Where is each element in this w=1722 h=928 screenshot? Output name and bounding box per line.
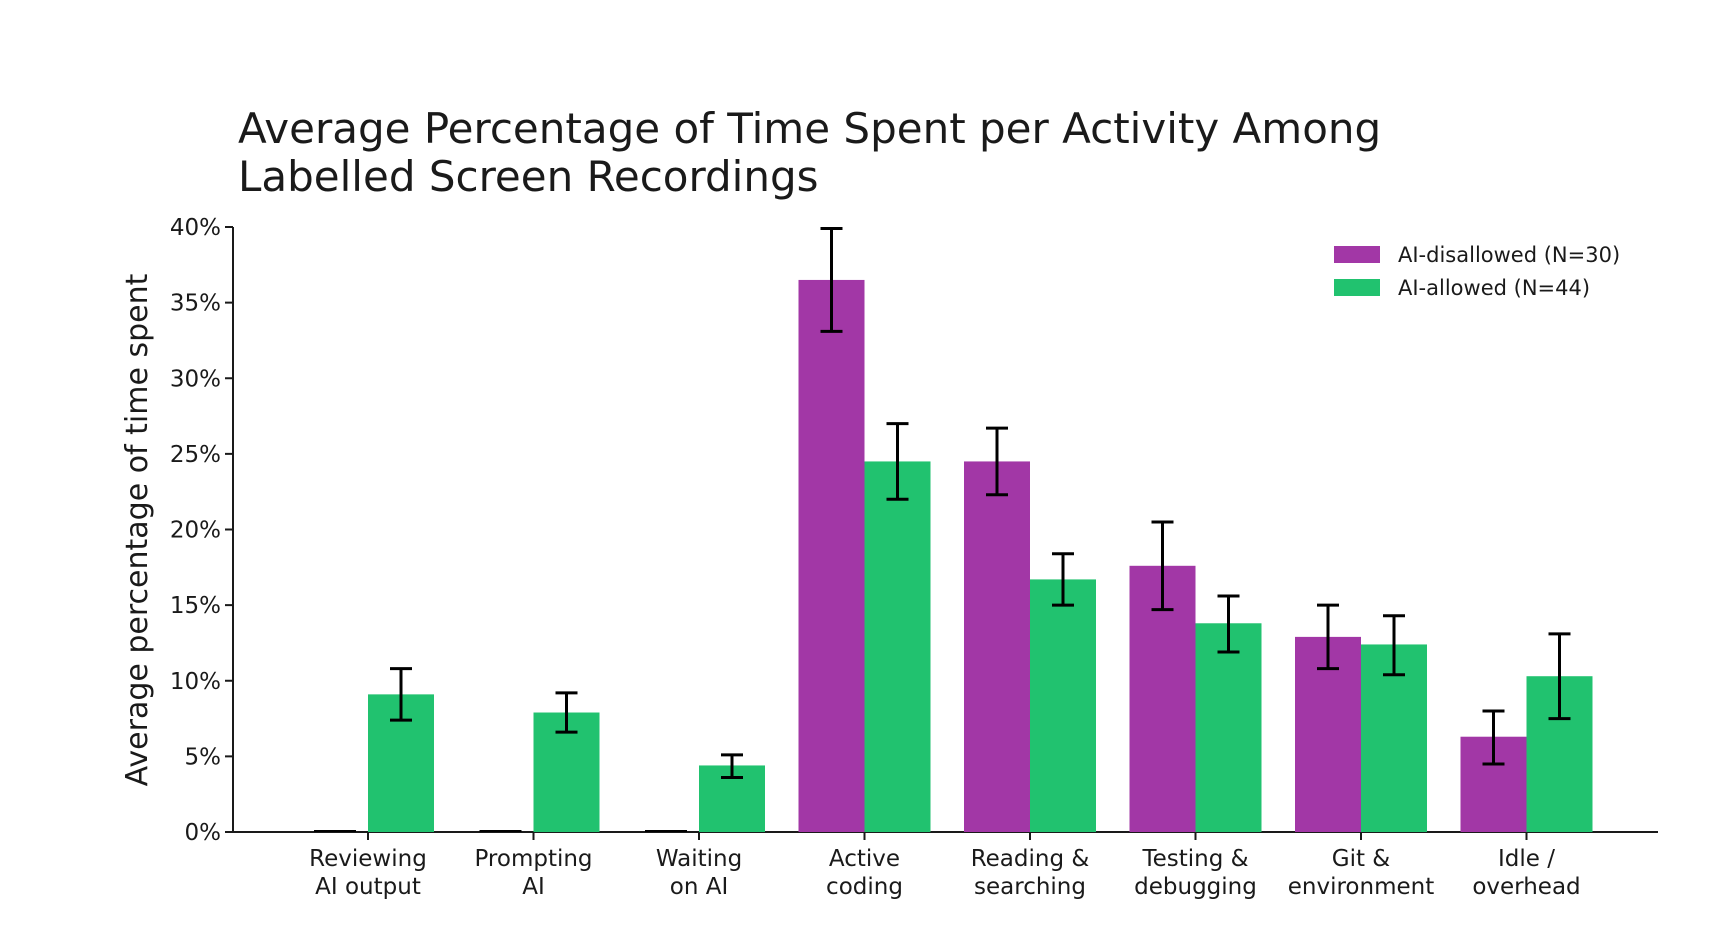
y-tick-label: 30%: [170, 366, 221, 392]
error-bar: [1383, 614, 1405, 677]
error-bar: [1151, 520, 1174, 612]
y-axis-label: Average percentage of time spent: [120, 273, 155, 786]
y-tick-label: 25%: [170, 442, 221, 468]
y-tick-label: 35%: [170, 291, 221, 317]
x-category-label: environment: [1288, 874, 1434, 900]
x-category-label: overhead: [1472, 874, 1580, 900]
x-category-label: Testing &: [1141, 846, 1248, 872]
x-category-label: Idle /: [1498, 846, 1555, 872]
legend-label: AI-disallowed (N=30): [1398, 243, 1620, 267]
x-category-label: Git &: [1332, 846, 1391, 872]
error-bar: [555, 691, 578, 734]
y-tick-label: 0%: [185, 820, 222, 846]
y-tick-label: 40%: [170, 215, 221, 241]
bar-ai-allowed: [1195, 623, 1262, 832]
y-tick-label: 5%: [185, 744, 222, 770]
x-category-label: Reading &: [971, 846, 1090, 872]
error-bar: [390, 667, 412, 722]
axes: [225, 226, 1658, 840]
y-tick-label: 15%: [170, 593, 221, 619]
chart-title-line: Average Percentage of Time Spent per Act…: [238, 104, 1381, 153]
x-category-label: Waiting: [656, 846, 742, 872]
error-bar: [1217, 594, 1240, 654]
bar-ai-disallowed: [964, 461, 1030, 832]
bar-ai-allowed: [864, 461, 931, 832]
error-bar: [721, 753, 743, 780]
x-category-label: AI output: [315, 874, 421, 900]
legend-label: AI-allowed (N=44): [1398, 276, 1590, 300]
bar-ai-disallowed: [798, 279, 865, 832]
legend: AI-disallowed (N=30) AI-allowed (N=44): [1334, 243, 1620, 300]
x-category-label: Active: [829, 846, 900, 872]
error-bar: [1317, 603, 1339, 671]
chart-title-line: Labelled Screen Recordings: [238, 152, 819, 201]
bars: [314, 227, 1593, 832]
error-bar: [1548, 632, 1571, 721]
x-category-label: on AI: [670, 874, 728, 900]
error-bar: [1052, 552, 1074, 607]
x-category-label: Prompting: [474, 846, 592, 872]
error-bar: [986, 426, 1008, 497]
bar-ai-allowed: [1030, 579, 1096, 832]
x-category-label: coding: [826, 874, 903, 900]
x-category-label: Reviewing: [309, 846, 427, 872]
legend-swatch: [1334, 246, 1380, 263]
x-category-label: searching: [974, 874, 1086, 900]
y-tick-label: 20%: [170, 518, 221, 544]
error-bar: [1482, 709, 1505, 766]
y-axis-title: Average percentage of time spent: [120, 273, 155, 786]
x-category-label: debugging: [1134, 874, 1257, 900]
x-category-label: AI: [522, 874, 545, 900]
y-tick-label: 10%: [170, 669, 221, 695]
error-bar: [886, 422, 909, 501]
error-bar: [820, 227, 843, 333]
legend-swatch: [1334, 279, 1380, 296]
chart-title: Average Percentage of Time Spent per Act…: [238, 104, 1381, 201]
